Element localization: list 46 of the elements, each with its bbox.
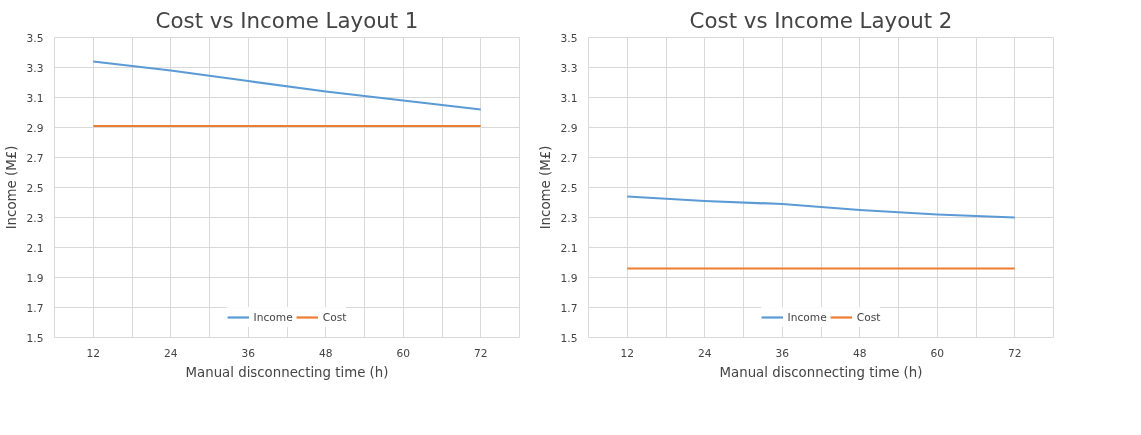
y-axis-title: Income (M£)	[537, 145, 553, 230]
y-tick-label: 3.5	[560, 31, 578, 45]
y-axis-title: Income (M£)	[3, 145, 19, 230]
line-series	[92, 60, 482, 111]
y-tick-label: 2.1	[560, 241, 578, 255]
y-tick-label: 2.3	[26, 211, 44, 225]
x-tick-label: 24	[697, 346, 712, 360]
y-tick-label: 2.3	[560, 211, 578, 225]
x-tick-label: 12	[86, 346, 101, 360]
y-tick-label: 2.9	[26, 121, 44, 135]
x-tick-label: 48	[318, 346, 333, 360]
y-tick-label: 2.7	[560, 151, 578, 165]
y-tick-label: 2.9	[560, 121, 578, 135]
y-tick-label: 2.5	[560, 181, 578, 195]
legend-label: Income	[787, 310, 827, 324]
x-tick-label: 36	[775, 346, 790, 360]
y-tick-label: 2.7	[26, 151, 44, 165]
y-tick-label: 1.9	[26, 271, 44, 285]
y-tick-label: 3.3	[560, 61, 578, 75]
x-tick-label: 60	[396, 346, 411, 360]
y-tick-label: 2.1	[26, 241, 44, 255]
y-tick-label: 3.5	[26, 31, 44, 45]
x-tick-label: 48	[852, 346, 867, 360]
y-tick-label: 3.1	[560, 91, 578, 105]
chart-title: Cost vs Income Layout 2	[689, 7, 953, 33]
x-tick-label: 60	[930, 346, 945, 360]
legend-label: Cost	[856, 310, 881, 324]
x-tick-label: 24	[163, 346, 178, 360]
y-tick-label: 1.7	[560, 301, 578, 315]
y-tick-label: 1.9	[560, 271, 578, 285]
y-tick-label: 1.5	[26, 331, 44, 345]
x-axis-title: Manual disconnecting time (h)	[719, 364, 923, 380]
y-tick-label: 3.1	[26, 91, 44, 105]
x-tick-label: 72	[473, 346, 488, 360]
x-tick-label: 12	[620, 346, 635, 360]
line-series	[626, 195, 1016, 219]
x-axis-title: Manual disconnecting time (h)	[185, 364, 389, 380]
chart-title: Cost vs Income Layout 1	[155, 7, 419, 33]
y-tick-label: 1.7	[26, 301, 44, 315]
y-tick-label: 1.5	[560, 331, 578, 345]
x-tick-label: 36	[241, 346, 256, 360]
y-tick-label: 3.3	[26, 61, 44, 75]
y-tick-label: 2.5	[26, 181, 44, 195]
legend-label: Income	[253, 310, 293, 324]
x-tick-label: 72	[1007, 346, 1022, 360]
legend-label: Cost	[322, 310, 347, 324]
